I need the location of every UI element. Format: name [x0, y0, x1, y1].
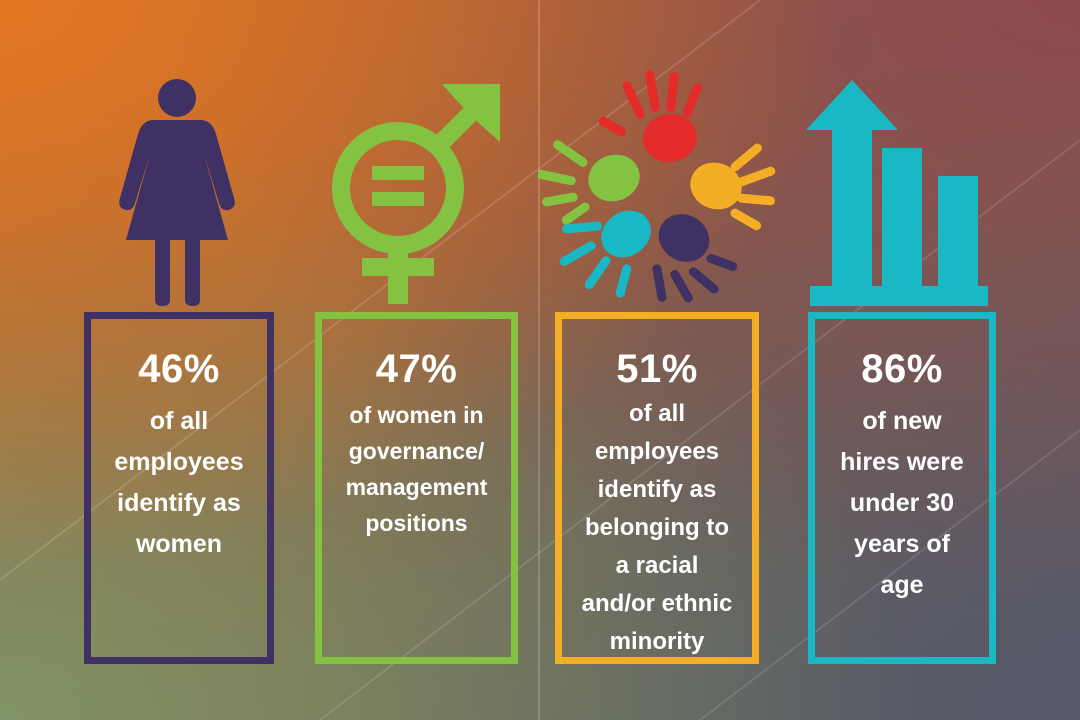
stat-value: 86% [861, 347, 943, 391]
stat-value: 46% [138, 347, 220, 391]
stat-card-management: 47% of women in governance/ management p… [315, 312, 518, 664]
woman-icon [119, 79, 235, 306]
stat-description: of new hires were under 30 years of age [840, 407, 964, 599]
stat-description: of all employees identify as women [114, 407, 244, 558]
stat-description: of women in governance/ management posit… [345, 402, 488, 536]
growth-bar-chart-icon [806, 80, 988, 306]
stat-card-women: 46% of all employees identify as women [84, 312, 274, 664]
stat-value: 51% [616, 347, 698, 391]
diverse-hands-icon [538, 70, 776, 303]
stat-description: of all employees identify as belonging t… [581, 400, 733, 655]
stat-card-new-hires: 86% of new hires were under 30 years of … [808, 312, 996, 664]
gender-equality-icon [332, 84, 500, 304]
stat-card-minority: 51% of all employees identify as belongi… [555, 312, 759, 664]
stat-value: 47% [375, 347, 458, 391]
